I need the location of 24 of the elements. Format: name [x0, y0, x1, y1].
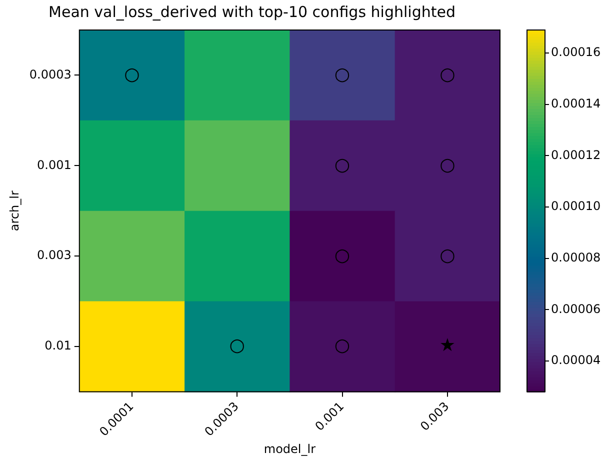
- data-label: ○: [440, 154, 456, 176]
- color-bar-label: 0.00014: [551, 96, 601, 111]
- y-tick-label: 0.001: [37, 158, 72, 172]
- color-bar-label: 0.00004: [551, 353, 601, 368]
- chart-title: Mean val_loss_derived with top-10 configs highlighted: [48, 2, 456, 21]
- y-axis-title: arch_lr: [7, 190, 22, 232]
- color-bar-label: 0.00006: [551, 302, 601, 316]
- data-label: ○: [334, 335, 350, 356]
- y-tick-label: 0.003: [37, 248, 72, 262]
- data-label: ○: [229, 335, 245, 356]
- data-label: ○: [440, 244, 456, 266]
- data-label: ○: [334, 64, 350, 85]
- color-bar-label: 0.00012: [551, 148, 601, 162]
- x-axis-title: model_lr: [264, 442, 316, 456]
- y-tick-label: 0.01: [44, 338, 72, 353]
- data-label: ★: [439, 335, 456, 356]
- color-bar-label: 0.00008: [551, 250, 601, 264]
- color-bar-label: 0.00016: [551, 45, 601, 60]
- data-label: ○: [334, 154, 350, 176]
- data-label: ○: [334, 244, 350, 266]
- color-bar-label: 0.00010: [551, 199, 601, 214]
- y-tick-label: 0.0003: [29, 67, 72, 82]
- data-label: ○: [124, 64, 140, 85]
- data-label: ○: [440, 64, 456, 85]
